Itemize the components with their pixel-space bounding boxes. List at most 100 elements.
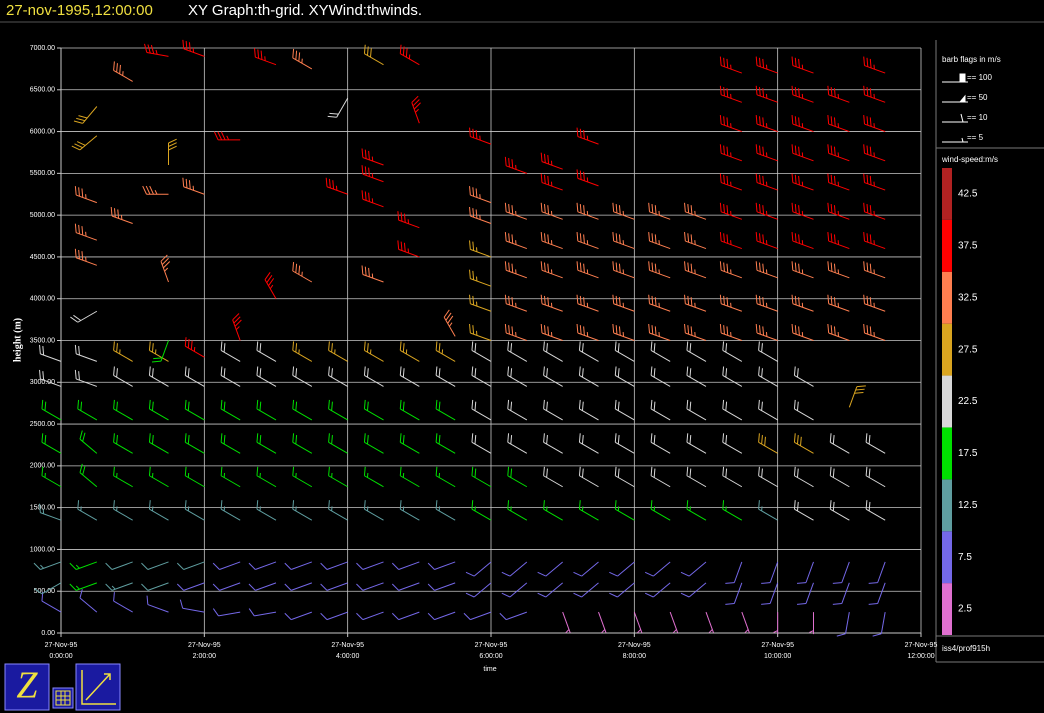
barb-feather <box>719 56 722 66</box>
barb-feather <box>654 205 657 215</box>
barb-feather <box>257 49 260 59</box>
barb-feather <box>69 562 77 570</box>
barb-staff <box>722 375 743 387</box>
barb-feather <box>866 145 869 155</box>
barb-feather <box>833 117 836 127</box>
barb-staff <box>650 508 671 521</box>
barb-feather <box>212 562 220 570</box>
barb-feather <box>153 357 163 360</box>
barb-feather <box>78 346 80 356</box>
barb-staff <box>185 441 205 454</box>
barb-feather <box>511 297 514 307</box>
barb-staff <box>720 182 743 191</box>
wind-barb <box>146 595 169 613</box>
wind-barb <box>320 582 348 591</box>
barb-feather <box>583 234 585 244</box>
barb-feather <box>644 571 654 577</box>
wind-barb <box>212 561 241 570</box>
barb-feather <box>292 433 295 443</box>
barb-feather <box>508 203 510 214</box>
wind-barb <box>256 366 277 387</box>
wind-barb <box>73 106 98 124</box>
barb-feather <box>39 344 41 354</box>
wind-barb <box>648 202 671 220</box>
barb-feather <box>684 294 686 304</box>
barb-feather <box>438 343 441 353</box>
barb-feather <box>223 368 226 378</box>
wind-barb <box>74 223 98 241</box>
barb-feather <box>579 170 582 180</box>
wind-barb <box>256 341 277 362</box>
barb-staff <box>649 303 671 312</box>
barb-feather <box>722 466 725 476</box>
barb-staff <box>720 303 743 312</box>
barb-staff <box>146 52 169 57</box>
barb-staff <box>149 375 169 387</box>
barb-staff <box>828 94 850 103</box>
barb-feather <box>427 562 435 570</box>
barb-feather <box>256 500 259 510</box>
wind-barb <box>184 337 205 358</box>
barb-feather <box>723 116 725 126</box>
barb-feather <box>105 583 113 591</box>
wind-barb <box>791 202 814 220</box>
barb-feather <box>547 155 550 165</box>
wind-barb <box>719 56 743 74</box>
grid-button[interactable] <box>52 687 74 709</box>
barb-feather <box>650 433 653 443</box>
wind-barb <box>142 185 169 195</box>
barb-staff <box>147 561 169 570</box>
barb-staff <box>577 269 599 279</box>
barb-staff <box>758 475 778 488</box>
barb-feather <box>80 401 83 411</box>
zebra-button[interactable] <box>4 663 50 711</box>
barb-staff <box>507 349 528 362</box>
barb-feather <box>684 202 686 212</box>
barb-staff <box>650 375 671 387</box>
barb-feather <box>148 433 151 443</box>
barb-feather <box>540 202 543 212</box>
barb-feather <box>292 341 295 351</box>
barb-feather <box>328 341 330 351</box>
barb-feather <box>680 571 690 577</box>
barb-staff <box>40 512 62 521</box>
wind-barb <box>614 500 635 521</box>
barb-staff <box>507 475 528 488</box>
wind-barb <box>256 433 277 454</box>
wind-barb <box>399 341 420 362</box>
wind-barb <box>292 261 313 283</box>
barb-feather <box>725 435 728 445</box>
barb-feather <box>427 583 435 591</box>
barb-feather <box>794 57 797 67</box>
wind-barb <box>614 399 635 421</box>
barb-feather <box>391 612 400 620</box>
barb-staff <box>865 475 886 488</box>
barb-feather <box>830 145 833 155</box>
barb-staff <box>577 177 599 187</box>
barb-staff <box>292 349 313 362</box>
wind-barb <box>144 43 169 57</box>
barb-feather <box>537 571 547 577</box>
wind-barb <box>435 466 456 488</box>
barb-feather <box>612 294 615 304</box>
wind-barb <box>684 232 707 250</box>
barb-staff <box>220 441 241 454</box>
barb-staff <box>649 332 671 341</box>
barb-feather <box>863 173 865 183</box>
color-scale-bin <box>942 271 952 324</box>
barb-feather <box>540 152 543 162</box>
barb-staff <box>220 475 241 488</box>
barb-feather <box>793 433 796 443</box>
barb-feather <box>507 466 510 476</box>
barb-feather <box>295 343 298 353</box>
wind-barb <box>612 261 635 279</box>
barb-feather <box>791 85 794 95</box>
barb-feather <box>869 234 872 244</box>
barb-staff <box>877 582 886 604</box>
barb-staff <box>758 441 778 454</box>
barb-staff <box>685 240 707 250</box>
barb-feather <box>581 468 584 478</box>
barb-feather <box>292 500 295 510</box>
barb-staff <box>841 582 850 604</box>
barb-staff <box>685 332 707 341</box>
